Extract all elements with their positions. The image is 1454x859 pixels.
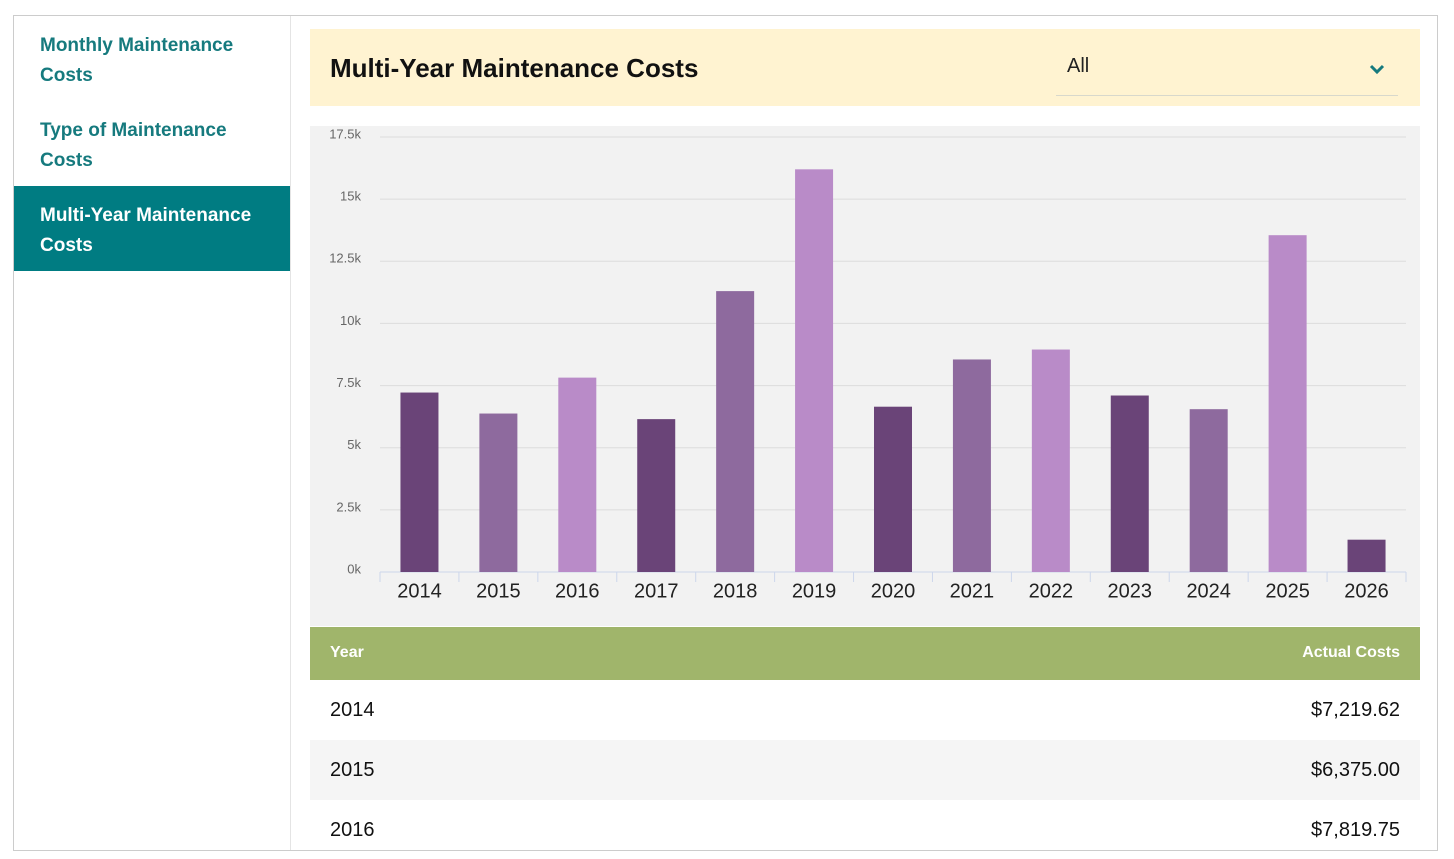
y-tick-label: 15k [340,189,361,204]
bar [637,419,676,572]
x-tick-label: 2021 [950,580,995,602]
chart: 0k 2.5k 5k 7.5k 10k 12.5k 15k 17.5k 2014 2015 2016… [310,126,1420,626]
bar [795,169,834,573]
bar [1347,539,1386,572]
table-row: 2016 $7,819.75 [310,800,1420,850]
x-tick-label: 2026 [1344,580,1389,602]
x-tick-label: 2018 [713,580,758,602]
dropdown-value: All [1067,55,1090,77]
column-header: Year [330,644,364,661]
panel-header: Multi-Year Maintenance Costs All [310,29,1420,106]
bar [1031,349,1070,572]
x-tick-label: 2017 [634,580,679,602]
bar [1268,235,1307,572]
data-table: Year Actual Costs 2014 $7,219.62 2015 $6,375.… [310,627,1420,850]
y-tick-label: 12.5k [329,251,361,266]
panel-title: Multi-Year Maintenance Costs [330,53,699,83]
y-tick-label: 17.5k [329,126,361,141]
y-tick-label: 2.5k [336,499,361,514]
nav-item[interactable]: Type of Maintenance Costs [40,120,227,171]
table-row: 2015 $6,375.00 [310,740,1420,800]
nav-item[interactable]: Monthly Maintenance Costs [40,35,234,86]
bar [479,413,518,572]
column-header: Actual Costs [1302,644,1400,661]
table-cell: $6,375.00 [1311,759,1400,781]
x-tick-label: 2014 [397,580,442,602]
sidebar: Monthly Maintenance Costs Type of Mainten… [14,16,291,850]
y-tick-label: 7.5k [336,375,361,390]
bar [952,359,991,572]
nav-item[interactable]: Multi-Year Maintenance Costs [14,186,290,271]
bar [716,291,755,572]
bar [400,392,439,572]
bar [1110,395,1149,572]
table-cell: $7,219.62 [1311,699,1400,721]
table-cell: 2015 [330,759,375,781]
chevron [1369,64,1385,75]
table-row: 2014 $7,219.62 [310,680,1420,740]
x-tick-label: 2016 [555,580,600,602]
table-header: Year Actual Costs [310,627,1420,680]
x-tick-label: 2022 [1029,580,1074,602]
app: Monthly Maintenance Costs Type of Mainten… [13,15,1438,851]
x-tick-label: 2020 [871,580,916,602]
x-tick-label: 2023 [1108,580,1153,602]
bar [874,406,912,572]
table-cell: 2016 [330,819,375,841]
bar [558,377,597,572]
bar [1189,409,1228,572]
table-cell: $7,819.75 [1311,819,1400,841]
x-tick-label: 2015 [476,580,521,602]
filter-dropdown[interactable]: All [1056,43,1398,96]
y-tick-label: 10k [340,313,361,328]
x-tick-label: 2025 [1265,580,1310,602]
x-tick-label: 2024 [1186,580,1231,602]
y-tick-label: 0k [347,561,361,576]
x-tick-label: 2019 [792,580,837,602]
table-cell: 2014 [330,699,375,721]
y-tick-label: 5k [347,437,361,452]
